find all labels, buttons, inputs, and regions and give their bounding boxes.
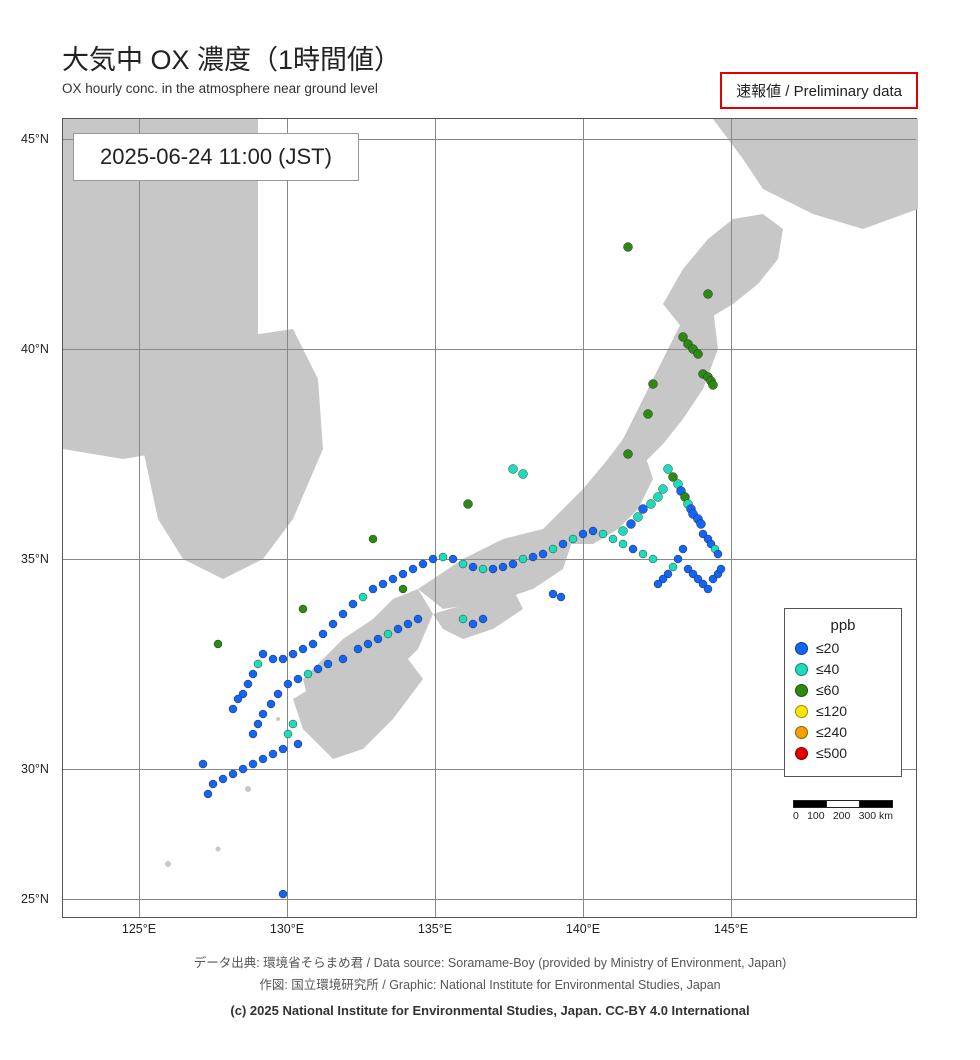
gridline-y-25 — [63, 899, 916, 900]
legend-dot-120 — [795, 705, 808, 718]
map-frame[interactable]: 125°E 130°E 135°E 140°E 145°E 45°N 40°N … — [62, 118, 917, 918]
legend-box[interactable]: ppb ≤20 ≤40 ≤60 ≤120 ≤240 ≤500 — [784, 608, 902, 777]
gridline-x-145 — [731, 119, 732, 917]
scale-bar: 0 100 200 300 km — [784, 800, 902, 822]
title-english: OX hourly conc. in the atmosphere near g… — [62, 81, 401, 96]
legend-title: ppb — [795, 617, 891, 634]
legend-dot-60 — [795, 684, 808, 697]
gridline-y-40 — [63, 349, 916, 350]
scale-bar-segments — [793, 800, 893, 808]
x-tick-140: 140°E — [566, 922, 600, 936]
x-tick-145: 145°E — [714, 922, 748, 936]
title-japanese: 大気中 OX 濃度（1時間値） — [62, 38, 401, 77]
title-block: 大気中 OX 濃度（1時間値） OX hourly conc. in the a… — [62, 38, 401, 96]
legend-dot-240 — [795, 726, 808, 739]
x-tick-135: 135°E — [418, 922, 452, 936]
gridline-x-135 — [435, 119, 436, 917]
preliminary-data-badge: 速報値 / Preliminary data — [720, 72, 918, 109]
y-tick-45: 45°N — [21, 132, 49, 146]
legend-item-0: ≤20 — [795, 640, 891, 656]
gridline-x-125 — [139, 119, 140, 917]
scale-bar-labels: 0 100 200 300 km — [793, 810, 893, 822]
legend-dot-20 — [795, 642, 808, 655]
legend-dot-500 — [795, 747, 808, 760]
y-tick-25: 25°N — [21, 892, 49, 906]
legend-item-2: ≤60 — [795, 682, 891, 698]
legend-item-4: ≤240 — [795, 724, 891, 740]
x-tick-125: 125°E — [122, 922, 156, 936]
gridline-y-35 — [63, 559, 916, 560]
legend-item-1: ≤40 — [795, 661, 891, 677]
y-tick-30: 30°N — [21, 762, 49, 776]
y-tick-40: 40°N — [21, 342, 49, 356]
gridline-x-140 — [583, 119, 584, 917]
landmass-svg — [63, 119, 918, 919]
legend-item-3: ≤120 — [795, 703, 891, 719]
footer-credits: データ出典: 環境省そらまめ君 / Data source: Soramame-… — [0, 953, 980, 1022]
legend-item-5: ≤500 — [795, 745, 891, 761]
y-tick-35: 35°N — [21, 552, 49, 566]
legend-dot-40 — [795, 663, 808, 676]
date-time-label: 2025-06-24 11:00 (JST) — [73, 133, 359, 181]
gridline-x-130 — [287, 119, 288, 917]
x-tick-130: 130°E — [270, 922, 304, 936]
